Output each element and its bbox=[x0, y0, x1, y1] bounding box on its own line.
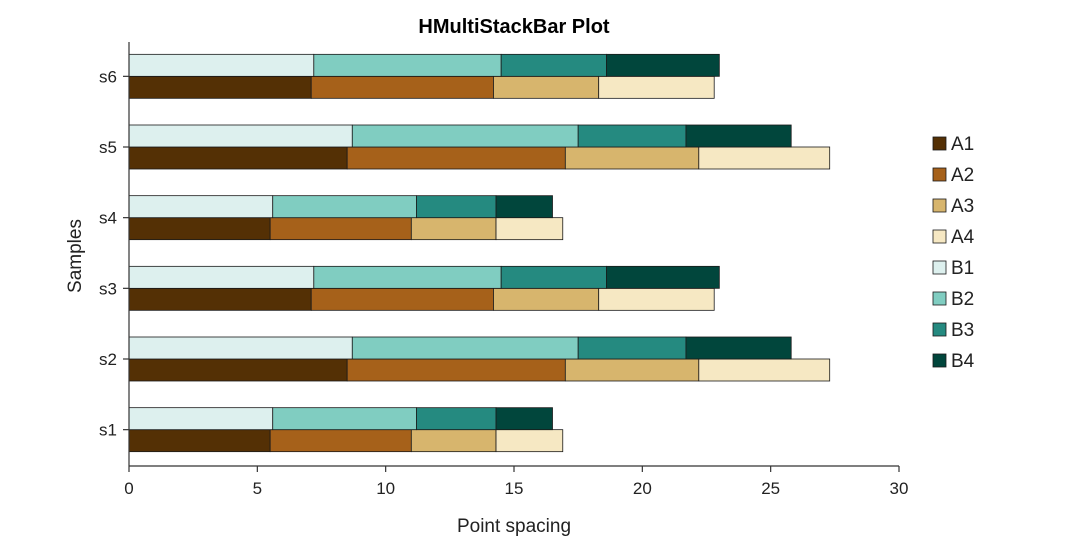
bar-s6-A4 bbox=[598, 75, 715, 99]
bar-s1-A2 bbox=[269, 429, 412, 453]
legend: A1 A2 A3 A4 B1 B2 B3 B4 bbox=[932, 134, 975, 372]
bar-s4-B2 bbox=[272, 195, 417, 219]
bars-layer bbox=[128, 53, 831, 453]
legend-swatch-A1 bbox=[932, 136, 947, 151]
axes-layer: 0 5 10 15 20 25 30 s1 s2 s3 s4 s5 s6 bbox=[99, 42, 908, 498]
y-tick-label-s3: s3 bbox=[99, 279, 117, 298]
x-tick-label: 30 bbox=[890, 479, 909, 498]
bar-s2-A4 bbox=[698, 358, 831, 382]
bar-s4-B4 bbox=[495, 195, 553, 219]
bar-s5-A1 bbox=[128, 146, 348, 170]
bar-s5-B3 bbox=[577, 124, 687, 148]
bar-s4-A3 bbox=[410, 217, 497, 241]
x-tick-label: 15 bbox=[505, 479, 524, 498]
bar-s6-B4 bbox=[606, 53, 720, 77]
bar-s1-A3 bbox=[410, 429, 497, 453]
legend-swatch-B4 bbox=[932, 353, 947, 368]
bar-s1-B4 bbox=[495, 407, 553, 431]
x-axis-label: Point spacing bbox=[457, 516, 571, 537]
x-tick-label: 0 bbox=[124, 479, 133, 498]
y-tick-label-s1: s1 bbox=[99, 421, 117, 440]
bar-s5-B4 bbox=[685, 124, 792, 148]
bar-s3-B3 bbox=[500, 265, 607, 289]
y-tick-label-s6: s6 bbox=[99, 67, 117, 86]
bar-s6-B3 bbox=[500, 53, 607, 77]
bar-s4-A1 bbox=[128, 217, 271, 241]
y-tick-label-s5: s5 bbox=[99, 138, 117, 157]
legend-label-A2: A2 bbox=[951, 165, 974, 186]
bar-s5-B1 bbox=[128, 124, 353, 148]
legend-label-A1: A1 bbox=[951, 134, 974, 155]
bar-s5-A4 bbox=[698, 146, 831, 170]
legend-label-A4: A4 bbox=[951, 227, 975, 248]
x-tick-label: 25 bbox=[761, 479, 780, 498]
bar-s3-B2 bbox=[313, 265, 502, 289]
bar-s6-A1 bbox=[128, 75, 312, 99]
bar-s2-A2 bbox=[346, 358, 566, 382]
bar-s1-B2 bbox=[272, 407, 417, 431]
bar-s3-B4 bbox=[606, 265, 720, 289]
legend-label-B4: B4 bbox=[951, 351, 975, 372]
bar-s2-B2 bbox=[351, 336, 579, 360]
legend-swatch-A4 bbox=[932, 229, 947, 244]
bar-s1-A1 bbox=[128, 429, 271, 453]
bar-s4-A2 bbox=[269, 217, 412, 241]
bar-s6-B1 bbox=[128, 53, 315, 77]
y-tick-label-s2: s2 bbox=[99, 350, 117, 369]
legend-swatch-B1 bbox=[932, 260, 947, 275]
bar-s5-B2 bbox=[351, 124, 579, 148]
bar-s2-A1 bbox=[128, 358, 348, 382]
bar-s1-B1 bbox=[128, 407, 274, 431]
x-tick-label: 20 bbox=[633, 479, 652, 498]
bar-s3-A3 bbox=[493, 287, 600, 311]
bar-s2-A3 bbox=[564, 358, 700, 382]
legend-label-B3: B3 bbox=[951, 320, 974, 341]
bar-s6-A2 bbox=[310, 75, 494, 99]
legend-swatch-A3 bbox=[932, 198, 947, 213]
bar-s2-B3 bbox=[577, 336, 687, 360]
bar-s1-B3 bbox=[416, 407, 497, 431]
bar-s5-A3 bbox=[564, 146, 700, 170]
legend-label-B2: B2 bbox=[951, 289, 974, 310]
bar-s4-A4 bbox=[495, 217, 564, 241]
bar-s5-A2 bbox=[346, 146, 566, 170]
bar-s2-B4 bbox=[685, 336, 792, 360]
legend-label-A3: A3 bbox=[951, 196, 974, 217]
legend-swatch-A2 bbox=[932, 167, 947, 182]
bar-s3-B1 bbox=[128, 265, 315, 289]
legend-label-B1: B1 bbox=[951, 258, 974, 279]
bar-s3-A4 bbox=[598, 287, 715, 311]
x-tick-label: 5 bbox=[253, 479, 262, 498]
legend-swatch-B3 bbox=[932, 322, 947, 337]
legend-swatch-B2 bbox=[932, 291, 947, 306]
bar-s1-A4 bbox=[495, 429, 564, 453]
chart-title: HMultiStackBar Plot bbox=[418, 16, 609, 38]
bar-s4-B3 bbox=[416, 195, 497, 219]
bar-s3-A2 bbox=[310, 287, 494, 311]
bar-s6-A3 bbox=[493, 75, 600, 99]
x-tick-label: 10 bbox=[376, 479, 395, 498]
bar-s4-B1 bbox=[128, 195, 274, 219]
y-axis-label: Samples bbox=[65, 219, 86, 293]
bar-s3-A1 bbox=[128, 287, 312, 311]
bar-s2-B1 bbox=[128, 336, 353, 360]
y-tick-label-s4: s4 bbox=[99, 209, 117, 228]
bar-s6-B2 bbox=[313, 53, 502, 77]
